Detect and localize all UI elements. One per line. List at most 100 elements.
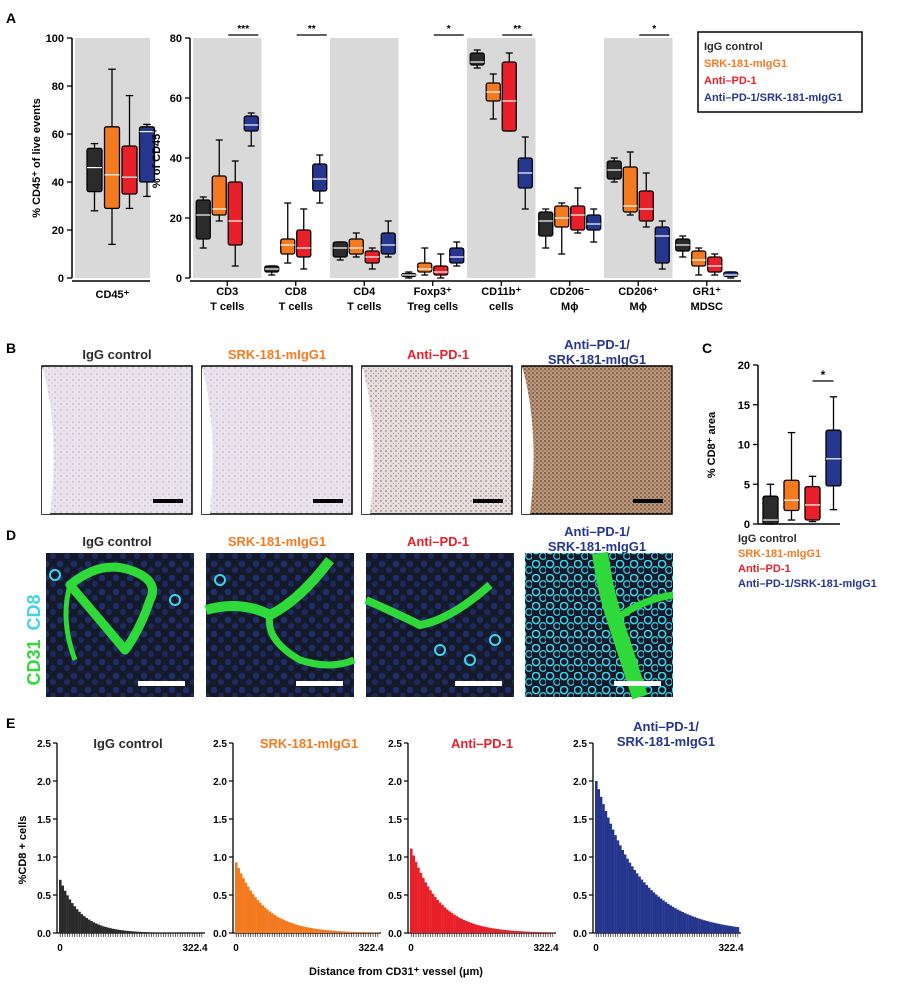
box-cat2-srk	[348, 232, 364, 258]
y-tick-label: 100	[46, 33, 64, 45]
y-tick-label: 2.5	[388, 739, 402, 750]
histogram-bar	[484, 926, 487, 933]
histogram-bar	[530, 931, 533, 933]
histogram-bar	[261, 905, 264, 933]
histogram-bar	[75, 909, 79, 933]
box-cat1-igg	[264, 265, 280, 276]
box-body	[348, 238, 364, 255]
histogram-bar	[477, 925, 480, 933]
x-category-line1: Foxp3⁺	[414, 286, 452, 298]
histogram-bar	[441, 905, 444, 933]
box-body	[538, 211, 554, 237]
box-body	[243, 115, 259, 132]
d-side-cd8: CD8	[24, 594, 44, 630]
histogram-bar	[455, 916, 459, 933]
histogram-bar	[92, 922, 96, 933]
y-tick-label: 80	[170, 33, 182, 45]
histogram-bar	[544, 932, 547, 933]
histogram-bar	[736, 927, 740, 933]
histogram-bar	[239, 873, 243, 933]
x-category-line1: CD3	[216, 286, 238, 298]
d-title-combo-1: Anti–PD-1/	[564, 524, 630, 539]
box-cd45-pd1	[121, 94, 138, 210]
c-legend-pd1: Anti–PD-1	[738, 563, 791, 575]
histogram-bar	[123, 930, 127, 933]
y-tick-label: 60	[170, 93, 182, 105]
histogram-bar	[717, 923, 720, 933]
y-tick-label: 0.5	[213, 891, 227, 902]
if-image-combo	[525, 551, 674, 700]
histogram-bar	[107, 927, 110, 933]
significance-label: **	[308, 24, 316, 35]
box-c-srk	[783, 431, 800, 521]
histogram-bar	[345, 931, 348, 933]
histogram-bar	[292, 923, 296, 933]
histogram-bar	[619, 845, 622, 933]
box-cat1-pd1	[296, 208, 312, 270]
histogram-bar	[66, 895, 69, 933]
histogram-bar	[638, 876, 641, 933]
chart-a-cd45: 0 20 40 60 80 100 % CD45⁺ of live events CD45⁺	[31, 33, 156, 301]
histogram-bar	[247, 886, 250, 933]
if-image-igg	[46, 553, 194, 697]
histogram-bar	[316, 929, 320, 933]
histogram-bar	[700, 919, 704, 933]
box-cat0-pd1	[227, 160, 243, 267]
y-tick-label: 0	[58, 273, 64, 285]
e-ylabel: %CD8 + cells	[17, 816, 29, 885]
box-body	[654, 226, 670, 264]
e-title-igg: IgG control	[93, 736, 162, 751]
y-tick-label: 1.5	[37, 815, 51, 826]
histogram-bar	[61, 885, 64, 933]
y-tick-label: 15	[738, 400, 750, 412]
histogram-bar	[73, 906, 76, 933]
histogram-bar	[693, 917, 696, 933]
histogram-bar	[707, 921, 711, 933]
histogram-bar	[63, 890, 67, 933]
histogram-bar	[150, 932, 153, 933]
histogram-bar	[367, 932, 370, 933]
histogram-bar	[458, 917, 461, 933]
box-cd45-igg	[86, 142, 103, 212]
histogram-bar	[515, 930, 519, 933]
y-tick-label: 0.5	[573, 891, 587, 902]
histogram-bar	[259, 902, 262, 933]
y-tick-label: 20	[170, 213, 182, 225]
box-body	[638, 190, 654, 222]
histogram-bar	[143, 932, 146, 933]
histogram-bar	[359, 932, 363, 933]
box-cat1-srk	[280, 202, 296, 264]
scale-bar	[138, 681, 185, 686]
histogram-bar	[321, 929, 324, 933]
histogram-bar	[539, 932, 543, 933]
histogram-bar	[249, 890, 252, 933]
scale-bar	[313, 499, 343, 503]
histogram-bar	[491, 928, 495, 933]
chart-a-cd45-percent: 0 20 40 60 80 % of CD45⁺ CD3 T cells CD8 T cells C…	[151, 24, 741, 313]
histogram-bar	[595, 781, 598, 933]
histogram-bar	[662, 900, 665, 933]
histogram-bar	[710, 922, 713, 933]
histogram-bar	[498, 929, 502, 933]
histogram-bar	[338, 931, 341, 933]
histogram-bar	[426, 886, 430, 933]
y-tick-label: 0	[176, 273, 182, 285]
histogram-bar	[343, 931, 346, 933]
y-tick-label: 2.5	[37, 739, 51, 750]
histogram-bar	[429, 890, 432, 933]
histogram-bar	[311, 928, 315, 933]
significance-label: *	[652, 24, 656, 35]
histogram-bar	[121, 930, 124, 933]
panel-letter-a: A	[6, 10, 16, 26]
histogram-bar	[128, 931, 132, 933]
histogram-bar	[254, 897, 257, 933]
histogram-bar	[518, 931, 521, 933]
y-axis-label: % CD8⁺ area	[706, 411, 718, 478]
box-cat4-igg	[469, 49, 485, 69]
box-body	[691, 250, 707, 267]
histogram-bar	[85, 917, 88, 933]
histogram-bar	[691, 916, 694, 933]
scale-bar	[455, 681, 502, 686]
x-category-line2: T cells	[347, 301, 381, 313]
histogram-bar	[450, 913, 454, 933]
